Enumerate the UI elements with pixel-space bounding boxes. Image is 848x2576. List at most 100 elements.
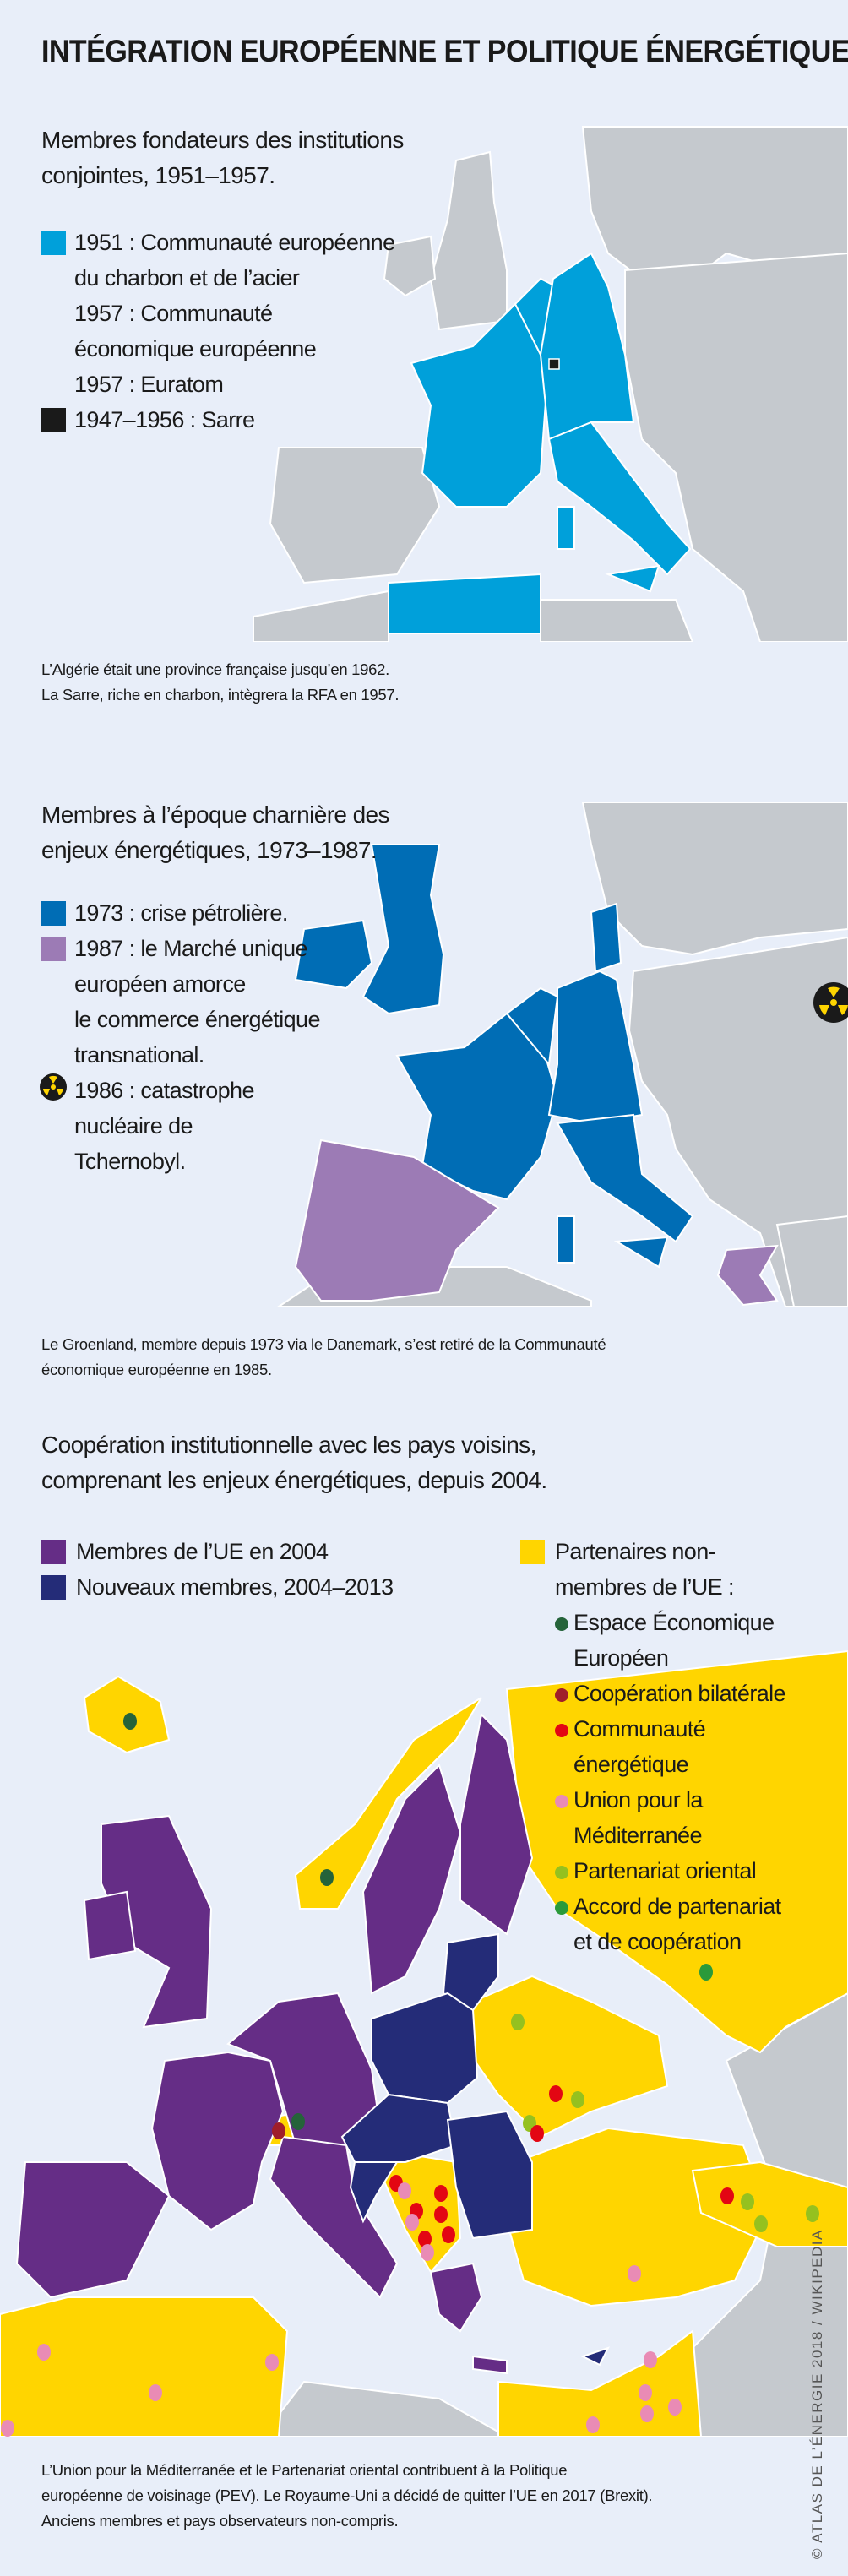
map-marker-dot	[640, 2405, 654, 2422]
map-marker-dot	[549, 2085, 563, 2102]
map-italy	[269, 2135, 399, 2299]
map-founding-members	[253, 126, 848, 642]
legend-1973: 1973 : crise pétrolière.	[74, 900, 288, 926]
note-line: Le Groenland, membre depuis 1973 via le …	[41, 1335, 606, 1353]
map-marker-dot	[571, 2091, 584, 2108]
dot-icon	[555, 1866, 568, 1879]
map-marker-dot	[806, 2205, 819, 2222]
legend-swatch-1987	[41, 937, 66, 961]
legend-item-pca: Accord de partenariat	[555, 1889, 785, 1924]
heading-line: Coopération institutionnelle avec les pa…	[41, 1432, 536, 1458]
page-title: INTÉGRATION EUROPÉENNE ET POLITIQUE ÉNER…	[41, 34, 848, 68]
section1-note: L’Algérie était une province française j…	[41, 657, 400, 708]
dot-icon	[555, 1901, 568, 1915]
dot-icon	[555, 1724, 568, 1737]
section2-heading: Membres à l’époque charnière des enjeux …	[41, 797, 390, 868]
map-marker-dot	[434, 2206, 448, 2223]
map-poland	[371, 1992, 479, 2105]
legend-new-members: Nouveaux membres, 2004–2013	[76, 1574, 394, 1600]
heading-line: conjointes, 1951–1957.	[41, 162, 275, 188]
note-line: L’Algérie était une province française j…	[41, 660, 389, 678]
legend-text: Tchernobyl.	[74, 1149, 186, 1174]
map-eastern-europe	[628, 936, 848, 1307]
legend-text: 1957 : Communauté	[74, 301, 273, 326]
map-north-africa	[0, 2296, 289, 2437]
legend-swatch-new-members	[41, 1575, 66, 1600]
map-dots	[1, 1713, 819, 2437]
heading-line: Membres à l’époque charnière des	[41, 802, 390, 828]
note-line: économique européenne en 1985.	[41, 1361, 272, 1378]
map-germany	[547, 970, 644, 1125]
heading-line: enjeux énergétiques, 1973–1987.	[41, 837, 378, 863]
map-marker-dot	[265, 2354, 279, 2371]
map-sardinia	[557, 506, 575, 550]
note-line: européenne de voisinage (PEV). Le Royaum…	[41, 2486, 653, 2504]
legend-item-bilateral: Coopération bilatérale	[555, 1676, 786, 1711]
legend-text: Coopération bilatérale	[573, 1681, 786, 1706]
map-ireland	[83, 1890, 137, 1961]
map-marker-dot	[668, 2399, 682, 2416]
map-sarre	[548, 358, 560, 370]
map-norway	[294, 1697, 482, 1910]
legend-item-ufm: Union pour la	[555, 1782, 785, 1818]
legend-swatch-partners	[520, 1540, 545, 1564]
map-france	[410, 302, 551, 508]
map-algeria	[388, 573, 541, 634]
section3-heading: Coopération institutionnelle avec les pa…	[41, 1427, 547, 1498]
section3-note: L’Union pour la Méditerranée et le Parte…	[41, 2458, 653, 2534]
note-line: L’Union pour la Méditerranée et le Parte…	[41, 2461, 568, 2479]
dot-icon	[555, 1688, 568, 1702]
legend-item-eastern-partnership: Partenariat oriental	[555, 1853, 785, 1889]
map-greece	[429, 2262, 483, 2333]
legend-text: économique européenne	[74, 336, 317, 361]
note-line: La Sarre, riche en charbon, intègrera la…	[41, 686, 400, 704]
legend-swatch-sarre	[41, 408, 66, 432]
map-sicily	[605, 564, 660, 593]
section1-heading: Membres fondateurs des institutions conj…	[41, 122, 404, 193]
map-marker-dot	[272, 2122, 285, 2139]
legend-text: du charbon et de l’acier	[74, 265, 300, 291]
legend-text: Partenariat oriental	[573, 1858, 757, 1883]
legend-text: le commerce énergétique	[74, 1007, 320, 1032]
map-marker-dot	[741, 2193, 754, 2210]
legend-text: Partenaires non-	[555, 1539, 716, 1564]
map-marker-dot	[405, 2214, 419, 2231]
map-marker-dot	[720, 2187, 734, 2204]
credit: © ATLAS DE L’ÉNERGIE 2018 / WIKIPEDIA	[809, 2229, 825, 2559]
map-marker-dot	[530, 2125, 544, 2142]
radiation-icon	[40, 1073, 67, 1101]
legend-text: Européen	[573, 1645, 669, 1671]
legend-text: 1986 : catastrophe	[74, 1078, 254, 1103]
legend-swatch-ecsc	[41, 231, 66, 255]
map-cooperation	[0, 1649, 848, 2437]
note-line: Anciens membres et pays observateurs non…	[41, 2512, 399, 2530]
map-denmark	[590, 902, 622, 973]
legend-text: nucléaire de	[74, 1113, 193, 1139]
map-marker-dot	[754, 2215, 768, 2232]
map-italy	[547, 421, 692, 576]
legend-text: énergétique	[573, 1752, 689, 1777]
map-marker-dot	[699, 1964, 713, 1981]
map-uk	[361, 844, 445, 1015]
map-marker-dot	[628, 2265, 641, 2282]
legend-sarre: 1947–1956 : Sarre	[74, 407, 255, 432]
legend-text: 1951 : Communauté européenne	[74, 230, 395, 255]
map-ireland	[294, 919, 373, 990]
map-germany	[539, 252, 635, 441]
map-marker-dot	[418, 2231, 432, 2247]
map-marker-dot	[442, 2226, 455, 2243]
dot-icon	[555, 1617, 568, 1631]
map-france	[150, 2051, 285, 2231]
dot-icon	[555, 1795, 568, 1808]
map-marker-dot	[149, 2384, 162, 2401]
heading-line: comprenant les enjeux énergétiques, depu…	[41, 1467, 547, 1493]
legend-item-energy-community: Communauté	[555, 1711, 785, 1747]
map-marker-dot	[37, 2344, 51, 2361]
map-marker-dot	[586, 2416, 600, 2433]
heading-line: Membres fondateurs des institutions	[41, 127, 404, 153]
map-chernobyl-marker	[813, 982, 848, 1023]
map-energy-era	[275, 802, 848, 1307]
legend-text: Accord de partenariat	[573, 1894, 781, 1919]
map-sardinia	[557, 1215, 575, 1264]
map-marker-dot	[421, 2244, 434, 2261]
